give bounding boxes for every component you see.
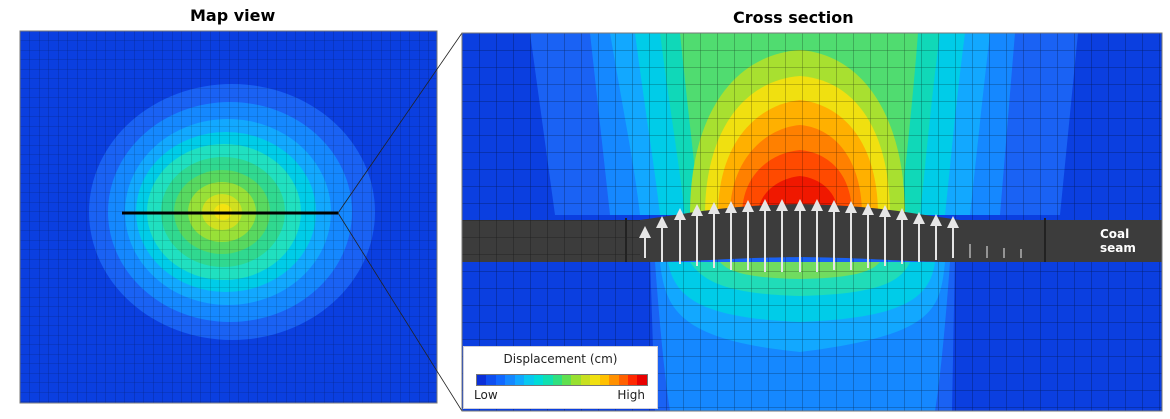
legend-color-swatch	[561, 375, 572, 385]
legend-low-label: Low	[474, 388, 498, 402]
legend-color-swatch	[609, 375, 619, 385]
legend-color-swatch	[543, 375, 553, 385]
legend-color-swatch	[524, 375, 534, 385]
legend-color-swatch	[477, 375, 487, 385]
legend-color-swatch	[590, 375, 600, 385]
legend-color-swatch	[637, 375, 647, 385]
legend-color-swatch	[618, 375, 628, 385]
legend-color-swatch	[571, 375, 581, 385]
legend-color-swatch	[628, 375, 638, 385]
map-view-title: Map view	[190, 6, 276, 25]
legend-color-swatch	[495, 375, 506, 385]
legend-color-swatch	[552, 375, 562, 385]
legend-title: Displacement (cm)	[503, 352, 618, 366]
legend-color-swatch	[599, 375, 610, 385]
legend-color-swatch	[505, 375, 515, 385]
coal-seam-label: Coal seam	[1100, 227, 1136, 255]
cross-section-title: Cross section	[733, 8, 854, 27]
displacement-arrows	[639, 199, 959, 272]
legend-color-swatch	[580, 375, 591, 385]
legend-colorbar	[476, 374, 648, 386]
legend-color-swatch	[486, 375, 496, 385]
legend-color-swatch	[533, 375, 544, 385]
legend-color-swatch	[514, 375, 525, 385]
map-view-panel	[20, 31, 437, 403]
displacement-legend: Displacement (cm) Low High	[463, 346, 658, 409]
legend-high-label: High	[617, 388, 645, 402]
connector-line	[337, 212, 463, 412]
connector-line	[337, 32, 463, 214]
